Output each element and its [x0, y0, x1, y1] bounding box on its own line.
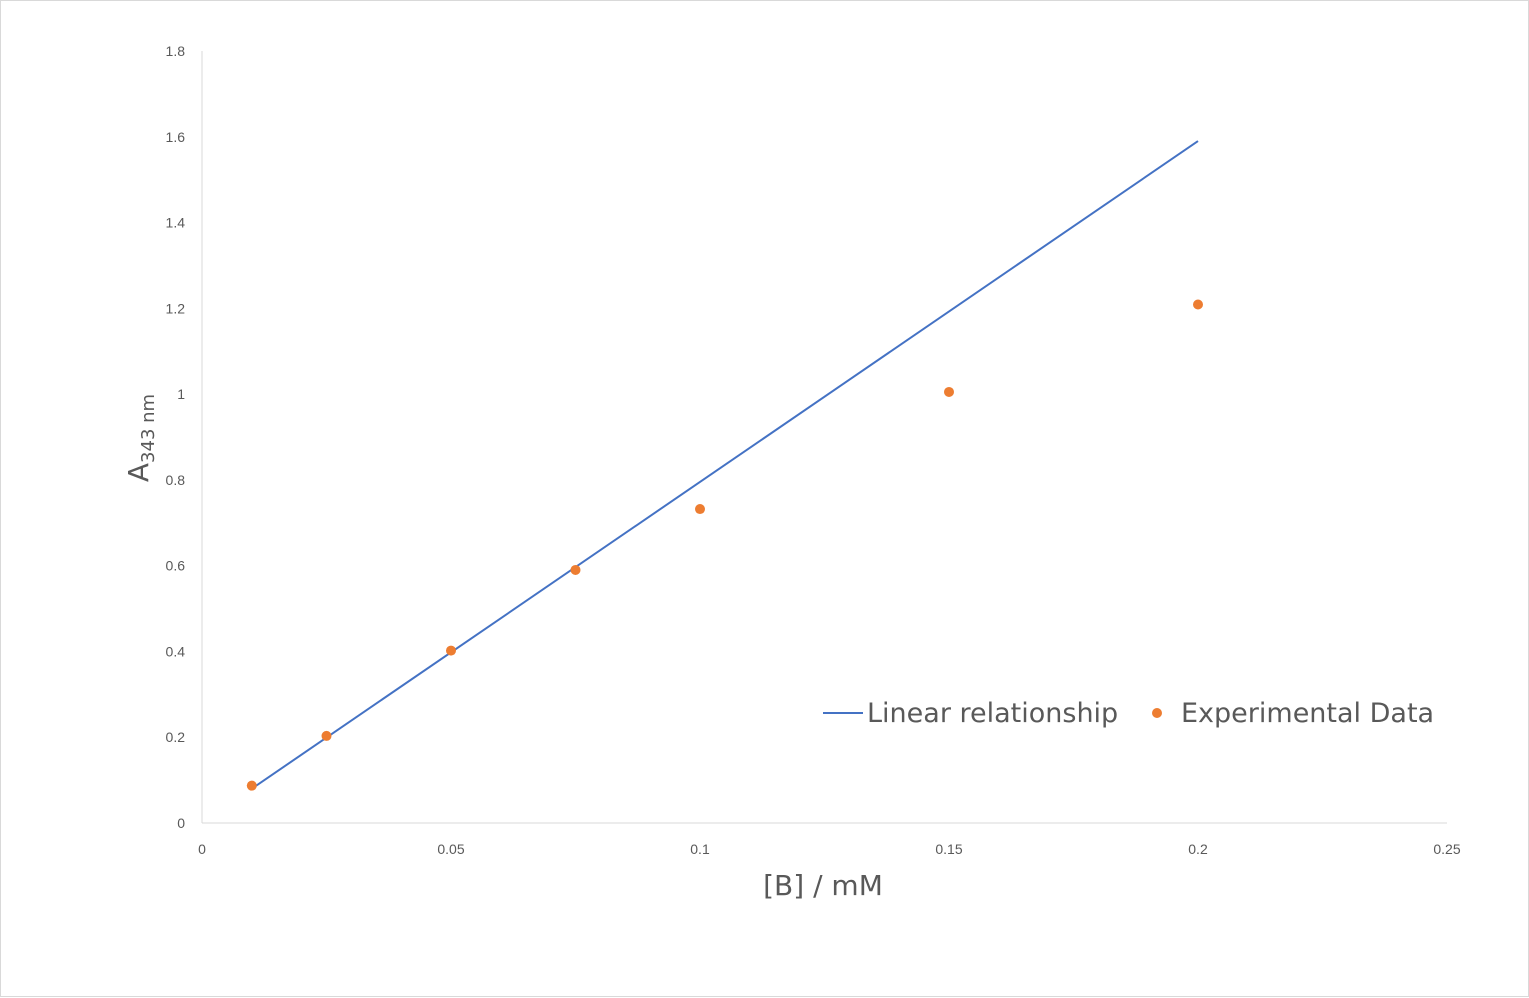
x-tick-label: 0.05: [437, 841, 464, 857]
x-tick-label: 0.25: [1433, 841, 1460, 857]
y-axis-title-main: A: [122, 463, 155, 482]
legend-label-line: Linear relationship: [867, 698, 1118, 729]
data-point-experimental: [570, 564, 581, 575]
data-point-experimental: [695, 504, 705, 515]
y-tick-label: 1.6: [166, 129, 186, 145]
y-tick-label: 0.8: [166, 472, 186, 488]
y-tick-label: 0.2: [166, 729, 186, 745]
y-tick-label: 0.6: [166, 558, 186, 574]
y-axis-title-subscript: 343 nm: [138, 394, 159, 463]
y-axis-title: A343 nm: [122, 394, 159, 482]
y-tick-labels: 0 0.2 0.4 0.6 0.8 1 1.2 1.4 1.6 1.8: [166, 43, 186, 831]
legend-label-points: Experimental Data: [1181, 698, 1434, 729]
y-tick-label: 1.4: [166, 215, 186, 231]
y-tick-label: 0: [177, 815, 185, 831]
legend: Linear relationship Experimental Data: [823, 698, 1434, 729]
data-point-experimental: [1193, 299, 1203, 310]
x-tick-label: 0.15: [935, 841, 962, 857]
x-tick-labels: 0 0.05 0.1 0.15 0.2 0.25: [198, 841, 1461, 857]
data-point-experimental: [321, 730, 332, 741]
y-tick-label: 1: [177, 386, 185, 402]
y-tick-label: 0.4: [166, 643, 186, 659]
data-point-experimental: [246, 780, 257, 791]
x-tick-label: 0.2: [1188, 841, 1208, 857]
data-point-experimental: [446, 645, 456, 656]
legend-point-marker: [1152, 708, 1162, 718]
y-tick-label: 1.8: [166, 43, 186, 59]
data-point-experimental: [944, 386, 954, 397]
series-line-linear-relationship: [251, 140, 1199, 790]
x-tick-label: 0: [198, 841, 206, 857]
series-layer: [246, 140, 1203, 791]
x-tick-label: 0.1: [690, 841, 710, 857]
x-axis-title: [B] / mM: [763, 869, 883, 902]
y-tick-label: 1.2: [166, 300, 186, 316]
axes: [201, 51, 1447, 824]
